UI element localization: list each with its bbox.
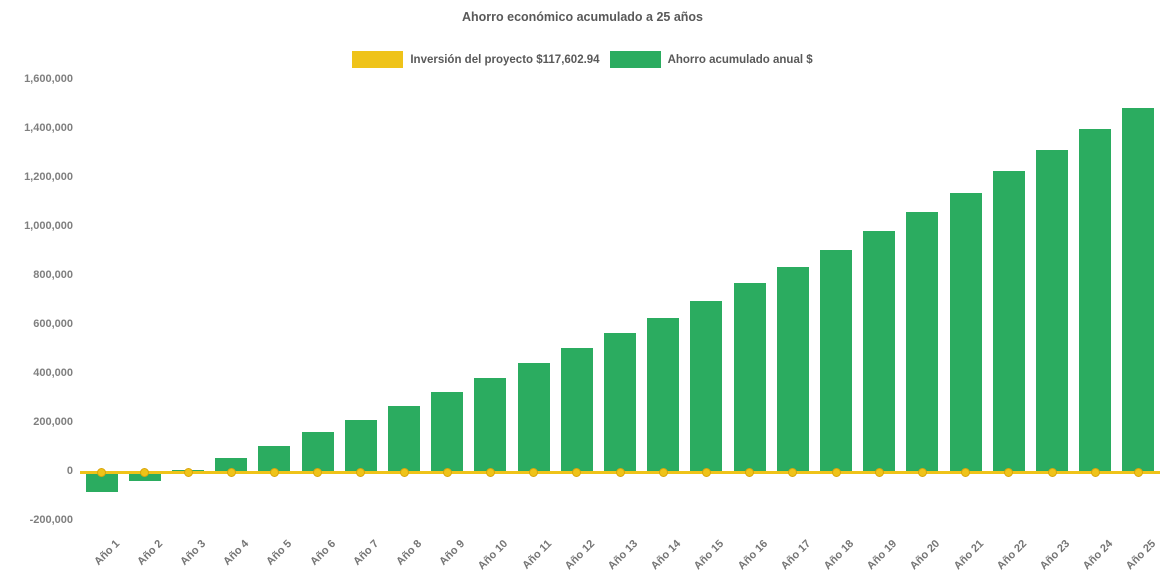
investment-line-marker bbox=[226, 467, 236, 477]
x-axis-label-año-4: Año 4 bbox=[221, 537, 252, 568]
investment-line-marker bbox=[701, 467, 711, 477]
investment-line-marker bbox=[313, 467, 323, 477]
x-axis-label-año-21: Año 21 bbox=[951, 537, 986, 573]
investment-line-marker bbox=[529, 467, 539, 477]
investment-line-marker bbox=[356, 467, 366, 477]
chart-legend: Inversión del proyecto $117,602.94 Ahorr… bbox=[0, 51, 1165, 68]
x-axis-label-año-14: Año 14 bbox=[649, 537, 684, 573]
x-axis-label-año-24: Año 24 bbox=[1081, 537, 1116, 573]
bar-año-14 bbox=[647, 317, 680, 472]
bar-año-11 bbox=[517, 363, 550, 472]
bar-año-24 bbox=[1079, 129, 1112, 472]
y-axis-tick-label: 400,000 bbox=[33, 367, 73, 379]
investment-line-marker bbox=[442, 467, 452, 477]
investment-line-marker bbox=[1004, 467, 1014, 477]
y-axis-tick-label: 1,600,000 bbox=[24, 73, 73, 85]
x-axis-label-año-18: Año 18 bbox=[821, 537, 857, 573]
legend-item-savings: Ahorro acumulado anual $ bbox=[609, 51, 813, 68]
legend-label-investment: Inversión del proyecto $117,602.94 bbox=[410, 53, 600, 66]
y-axis-tick-label: 800,000 bbox=[33, 269, 73, 281]
bar-año-21 bbox=[949, 192, 982, 472]
investment-line-marker bbox=[1133, 467, 1143, 477]
bar-año-15 bbox=[690, 300, 723, 472]
investment-line-marker bbox=[97, 467, 107, 477]
x-axis-label-año-11: Año 11 bbox=[519, 537, 554, 572]
x-axis-label-año-23: Año 23 bbox=[1037, 537, 1073, 573]
investment-line-marker bbox=[831, 467, 841, 477]
investment-line-marker bbox=[572, 467, 582, 477]
x-axis-label-año-1: Año 1 bbox=[91, 537, 122, 568]
x-axis-label-año-12: Año 12 bbox=[562, 537, 598, 573]
chart-title: Ahorro económico acumulado a 25 años bbox=[461, 10, 704, 24]
x-axis-label-año-6: Año 6 bbox=[307, 537, 338, 568]
x-axis-label-año-16: Año 16 bbox=[735, 537, 770, 573]
x-axis-label-año-5: Año 5 bbox=[264, 537, 295, 568]
investment-line-marker bbox=[1047, 467, 1057, 477]
investment-line-marker bbox=[961, 467, 971, 477]
bar-año-10 bbox=[474, 377, 507, 472]
investment-line-marker bbox=[615, 467, 625, 477]
y-axis-tick-label: 1,000,000 bbox=[24, 220, 73, 232]
bar-año-9 bbox=[431, 392, 464, 472]
investment-line-marker bbox=[658, 467, 668, 477]
x-axis-label-año-22: Año 22 bbox=[994, 537, 1030, 573]
bar-año-23 bbox=[1036, 150, 1068, 472]
bar-año-12 bbox=[560, 348, 593, 472]
bar-año-25 bbox=[1122, 107, 1155, 472]
investment-line-marker bbox=[788, 467, 798, 477]
x-axis-label-año-7: Año 7 bbox=[350, 537, 382, 568]
investment-line-marker bbox=[183, 467, 193, 477]
x-axis-label-año-10: Año 10 bbox=[476, 537, 511, 573]
bar-año-17 bbox=[776, 266, 809, 472]
x-axis-label-año-3: Año 3 bbox=[178, 537, 209, 568]
bar-año-22 bbox=[992, 171, 1025, 472]
bar-año-20 bbox=[906, 211, 939, 472]
bar-año-6 bbox=[301, 431, 334, 472]
x-axis-label-año-20: Año 20 bbox=[908, 537, 943, 573]
bar-año-7 bbox=[344, 420, 377, 472]
x-axis-label-año-9: Año 9 bbox=[437, 537, 468, 568]
bar-año-18 bbox=[820, 249, 852, 472]
y-axis-tick-label: 600,000 bbox=[33, 318, 73, 330]
y-axis-tick-label: 1,200,000 bbox=[24, 171, 73, 183]
bar-año-1 bbox=[85, 472, 118, 492]
investment-line-swatch bbox=[352, 51, 404, 68]
y-axis-tick-label: 200,000 bbox=[33, 416, 73, 428]
bar-año-13 bbox=[604, 333, 636, 472]
x-axis-label-año-2: Año 2 bbox=[134, 537, 166, 568]
x-axis-label-año-17: Año 17 bbox=[778, 537, 814, 573]
bar-año-19 bbox=[863, 230, 896, 472]
x-axis-label-año-13: Año 13 bbox=[605, 537, 641, 573]
y-axis-tick-label: 1,400,000 bbox=[24, 122, 73, 134]
investment-line-marker bbox=[140, 467, 150, 477]
x-axis-label-año-15: Año 15 bbox=[692, 537, 727, 573]
y-axis-tick-label: -200,000 bbox=[29, 514, 73, 526]
investment-line-marker bbox=[917, 467, 927, 477]
savings-bar-swatch bbox=[609, 51, 661, 68]
investment-line-marker bbox=[874, 467, 884, 477]
bar-año-16 bbox=[733, 283, 766, 472]
legend-label-savings: Ahorro acumulado anual $ bbox=[667, 53, 813, 66]
y-axis-tick-label: 0 bbox=[66, 465, 73, 477]
investment-line-marker bbox=[269, 467, 279, 477]
investment-line-marker bbox=[485, 467, 495, 477]
investment-line-marker bbox=[745, 467, 755, 477]
bar-año-8 bbox=[388, 406, 420, 472]
x-axis-label-año-25: Año 25 bbox=[1124, 537, 1159, 573]
bar-año-4 bbox=[215, 457, 248, 472]
legend-item-investment: Inversión del proyecto $117,602.94 bbox=[352, 51, 600, 68]
investment-line-marker bbox=[399, 467, 409, 477]
x-axis-label-año-8: Año 8 bbox=[394, 537, 425, 568]
investment-line-marker bbox=[1090, 467, 1100, 477]
x-axis-label-año-19: Año 19 bbox=[865, 537, 900, 573]
